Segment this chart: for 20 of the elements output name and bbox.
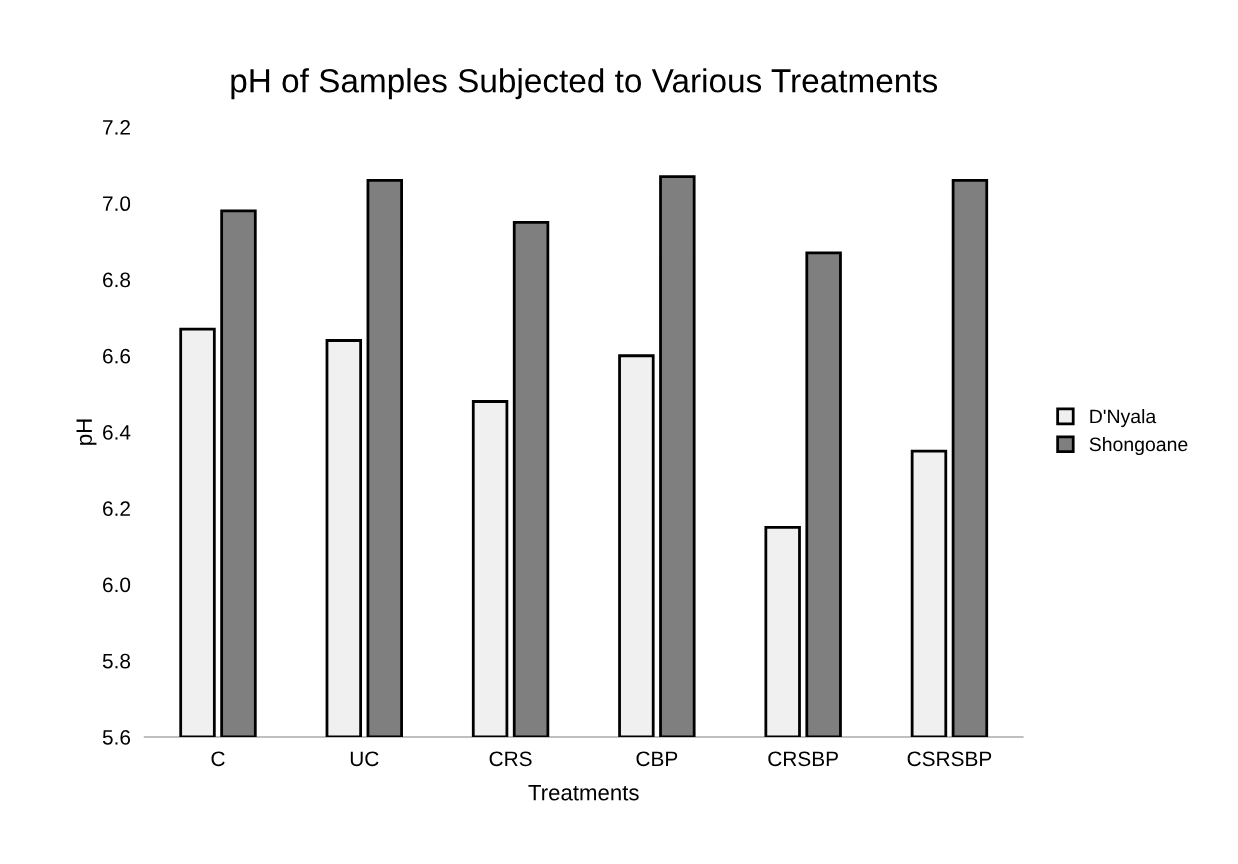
y-tick-label: 5.8 [102, 653, 131, 669]
y-tick-label: 6.8 [103, 272, 131, 288]
y-tick-label: 6.2 [103, 501, 130, 516]
y-tick-label: 5.6 [102, 729, 131, 745]
y-tick-label: 7.2 [103, 120, 130, 135]
x-tick-label: CBP [636, 751, 678, 767]
y-tick-label: 6.0 [103, 577, 131, 593]
x-tick-label: C [211, 751, 225, 767]
y-axis-title: pH [76, 419, 97, 445]
y-tick-label: 7.0 [103, 196, 131, 212]
y-tick-label: 6.4 [103, 425, 131, 440]
legend-label: D'Nyala [1090, 409, 1157, 428]
x-tick-label: CRSBP [768, 751, 838, 767]
x-tick-label: UC [350, 751, 379, 767]
y-tick-label: 6.6 [103, 348, 131, 364]
x-tick-label: CRS [489, 751, 532, 767]
x-tick-label: CSRSBP [907, 751, 992, 767]
chart-title: pH of Samples Subjected to Various Treatments [231, 68, 938, 100]
legend-label: Shongoane [1089, 436, 1188, 456]
x-axis-title: Treatments [528, 785, 639, 801]
